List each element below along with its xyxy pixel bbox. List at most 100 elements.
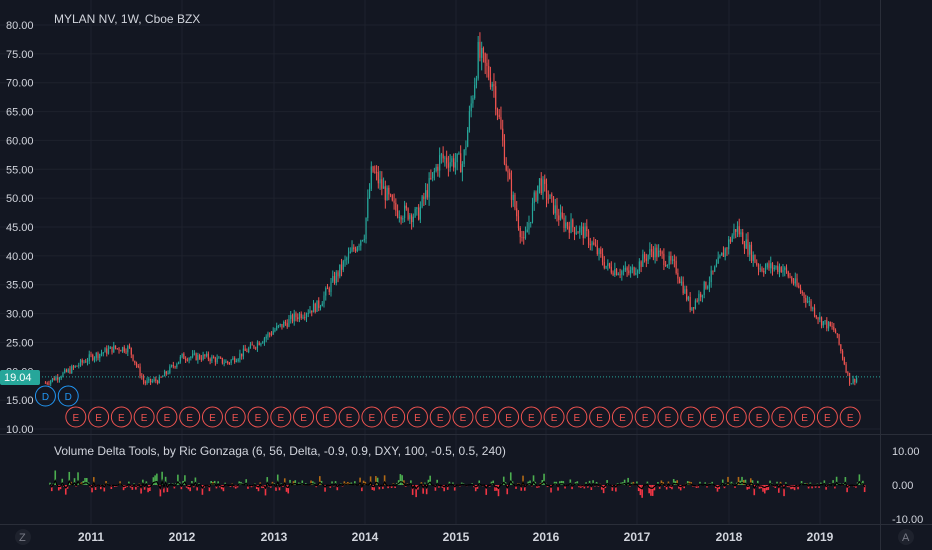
price-axis[interactable]: 10.0015.0020.0025.0030.0035.0040.0045.00… (6, 20, 34, 436)
candle-body (409, 215, 411, 220)
candle-body (186, 359, 188, 361)
volume-delta-bar (562, 481, 565, 485)
y-tick-label: 50.00 (6, 193, 34, 205)
candle-body (675, 260, 677, 274)
x-tick-label: 2017 (624, 530, 651, 544)
volume-delta-bar (149, 485, 151, 492)
candle-body (538, 178, 541, 186)
candle-body (801, 291, 803, 293)
volume-delta-bar (632, 481, 635, 485)
candle-body (288, 318, 290, 327)
volume-delta-bars (49, 470, 866, 498)
candle-body (472, 98, 474, 104)
earnings-marker (452, 406, 474, 428)
candle-body (565, 222, 567, 229)
candle-body (447, 163, 449, 168)
candle-body (281, 323, 283, 328)
candle-body (756, 262, 758, 265)
earnings-marker-label: E (801, 413, 808, 424)
earnings-marker-label: E (391, 413, 398, 424)
y-tick-label: 75.00 (6, 49, 34, 61)
volume-delta-bar (767, 485, 770, 490)
volume-delta-bar (122, 485, 125, 491)
volume-delta-bar (550, 485, 552, 493)
earnings-marker (748, 406, 770, 428)
candle-body (111, 346, 113, 353)
earnings-marker-label: E (414, 413, 421, 424)
candle-body (561, 212, 563, 218)
candle-body (789, 276, 791, 278)
volume-delta-bar (497, 485, 500, 497)
volume-delta-bar (762, 485, 764, 492)
candle-body (263, 338, 266, 343)
volume-delta-bar (189, 485, 191, 492)
last-price-badge-bg (0, 370, 40, 385)
volume-delta-bar (623, 479, 626, 485)
candle-body (479, 41, 481, 58)
volume-delta-bar (592, 480, 594, 485)
candle-body (798, 285, 800, 288)
candle-body (354, 249, 357, 252)
volume-delta-bar (320, 480, 323, 485)
candle-body (92, 354, 94, 360)
price-candles (44, 32, 858, 387)
candle-body (55, 377, 57, 381)
candle-body (156, 380, 159, 384)
candle-body (218, 357, 220, 359)
candle-body (458, 153, 460, 155)
candle-body (244, 348, 246, 351)
candle-body (142, 377, 145, 382)
candle-body (460, 153, 462, 173)
candle-body (442, 154, 444, 159)
volume-delta-bar (478, 480, 481, 485)
candle-body (547, 198, 549, 200)
earnings-marker (794, 406, 816, 428)
candle-body (165, 371, 167, 374)
indicator-axis[interactable]: 10.00 0.00 -10.00 (892, 446, 923, 526)
volume-delta-bar (665, 485, 668, 490)
volume-delta-bar (91, 485, 93, 493)
candle-body (368, 188, 371, 198)
volume-delta-bar (494, 485, 496, 491)
candle-body (754, 254, 756, 263)
candle-body (775, 265, 777, 268)
volume-delta-bar (159, 485, 162, 497)
volume-delta-bar (863, 485, 866, 493)
volume-delta-bar (100, 485, 102, 490)
candle-body (192, 353, 194, 357)
y-tick-label: 15.00 (6, 395, 34, 407)
candle-body (500, 117, 502, 129)
volume-delta-bar (446, 485, 449, 490)
candle-body (216, 358, 218, 363)
candle-body (286, 323, 288, 327)
volume-delta-bar (520, 485, 523, 491)
candle-body (733, 229, 735, 236)
volume-delta-bar (401, 475, 403, 485)
time-axis[interactable]: 2011 2012 2013 2014 2015 2016 2017 2018 2019 (78, 530, 834, 544)
event-markers[interactable]: D DE E E E E E E E E E E E E E E E E E E E E E E E E E E E E E E E E E E (34, 385, 861, 428)
volume-delta-bar (672, 479, 675, 485)
candle-body (267, 333, 269, 337)
candle-body (95, 352, 97, 358)
y-tick-label: 70.00 (6, 78, 34, 90)
volume-delta-bar (85, 478, 88, 485)
candle-body (453, 158, 455, 168)
earnings-marker (816, 406, 838, 428)
candle-body (738, 226, 740, 235)
candle-body (340, 264, 343, 270)
volume-delta-bar (415, 485, 417, 498)
candle-body (206, 353, 208, 357)
volume-delta-bar (276, 474, 279, 485)
corner-right[interactable]: A (898, 529, 914, 545)
candle-body (291, 315, 294, 322)
candle-body (60, 376, 62, 379)
candle-body (710, 270, 712, 283)
volume-delta-bar (835, 476, 838, 485)
corner-left[interactable]: Z (15, 529, 31, 545)
volume-delta-bar (436, 479, 438, 485)
candle-body (665, 265, 667, 267)
candle-body (449, 162, 451, 168)
candle-body (379, 179, 381, 184)
